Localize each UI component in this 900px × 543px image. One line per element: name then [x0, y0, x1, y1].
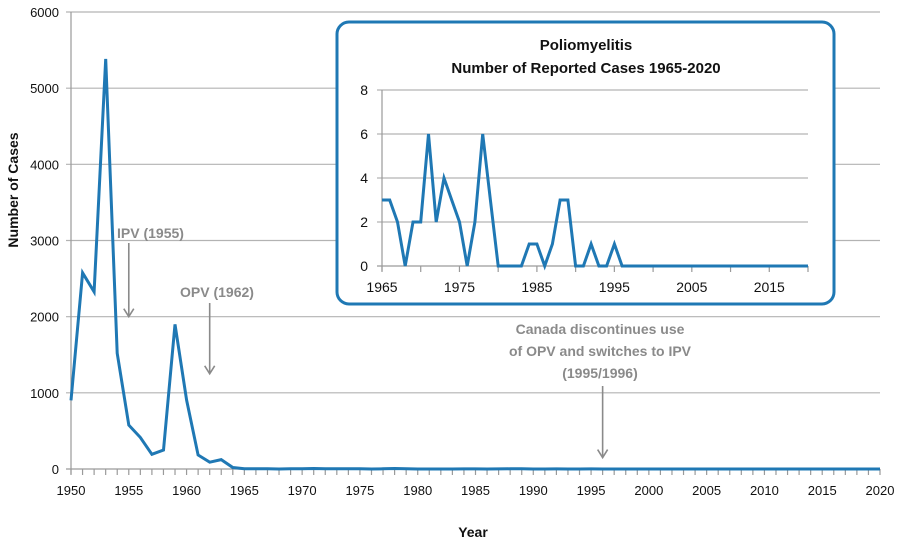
annotation-canada-line-2: of OPV and switches to IPV [509, 343, 692, 359]
inset-series-line [382, 133, 808, 271]
x-tick-label: 2005 [692, 483, 721, 498]
y-tick-label: 0 [52, 462, 59, 477]
x-tick-label: 1985 [461, 483, 490, 498]
y-tick-label: 2 [360, 214, 368, 230]
x-tick-label: 2000 [634, 483, 663, 498]
x-tick-label: 1965 [366, 279, 397, 295]
y-tick-label: 6 [360, 126, 368, 142]
y-tick-label: 3000 [30, 234, 59, 249]
annotation-ipv: IPV (1955) [117, 225, 184, 241]
annotation-opv: OPV (1962) [180, 284, 254, 300]
x-tick-label: 2020 [866, 483, 895, 498]
x-tick-label: 1995 [577, 483, 606, 498]
annotation-ipv-arrow [123, 243, 135, 319]
annotation-canada-line-1: Canada discontinues use [516, 321, 685, 337]
x-tick-label: 2005 [676, 279, 707, 295]
y-tick-label: 0 [360, 258, 368, 274]
inset-y-tick-labels: 0 2 4 6 8 [360, 82, 368, 274]
main-series-line [69, 58, 880, 471]
arrow-head-icon [123, 308, 135, 319]
inset-x-tick-labels: 1965 1975 1985 1995 2005 2015 [366, 279, 785, 295]
x-tick-label: 2010 [750, 483, 779, 498]
x-tick-label: 1980 [403, 483, 432, 498]
annotation-opv-arrow [204, 303, 216, 376]
y-tick-label: 4000 [30, 157, 59, 172]
annotation-canada-line-3: (1995/1996) [562, 365, 638, 381]
inset-gridlines [377, 89, 808, 223]
x-tick-label: 2015 [808, 483, 837, 498]
x-tick-label: 1950 [57, 483, 86, 498]
annotation-canada-arrow [596, 386, 609, 460]
y-tick-label: 4 [360, 170, 368, 186]
x-tick-label: 1995 [599, 279, 630, 295]
main-y-tick-labels: 0 1000 2000 3000 4000 5000 6000 [30, 5, 59, 477]
x-tick-label: 1960 [172, 483, 201, 498]
x-tick-label: 1965 [230, 483, 259, 498]
y-tick-label: 6000 [30, 5, 59, 20]
y-axis-title: Number of Cases [5, 132, 21, 247]
x-tick-label: 1990 [519, 483, 548, 498]
x-tick-label: 1955 [114, 483, 143, 498]
inset-title-line-2: Number of Reported Cases 1965-2020 [451, 60, 720, 77]
y-tick-label: 1000 [30, 386, 59, 401]
inset-title-line-1: Poliomyelitis [540, 37, 633, 54]
x-axis-title: Year [458, 524, 488, 540]
x-tick-label: 1975 [444, 279, 475, 295]
main-x-tick-labels: 1950 1955 1960 1965 1970 1975 1980 1985 1990 1995… [57, 483, 895, 498]
y-tick-label: 5000 [30, 81, 59, 96]
x-tick-label: 1975 [345, 483, 374, 498]
y-tick-label: 8 [360, 82, 368, 98]
x-tick-label: 1985 [521, 279, 552, 295]
x-tick-label: 2015 [754, 279, 785, 295]
y-tick-label: 2000 [30, 310, 59, 325]
arrow-head-icon [596, 449, 609, 460]
arrow-head-icon [204, 365, 216, 376]
x-tick-label: 1970 [288, 483, 317, 498]
